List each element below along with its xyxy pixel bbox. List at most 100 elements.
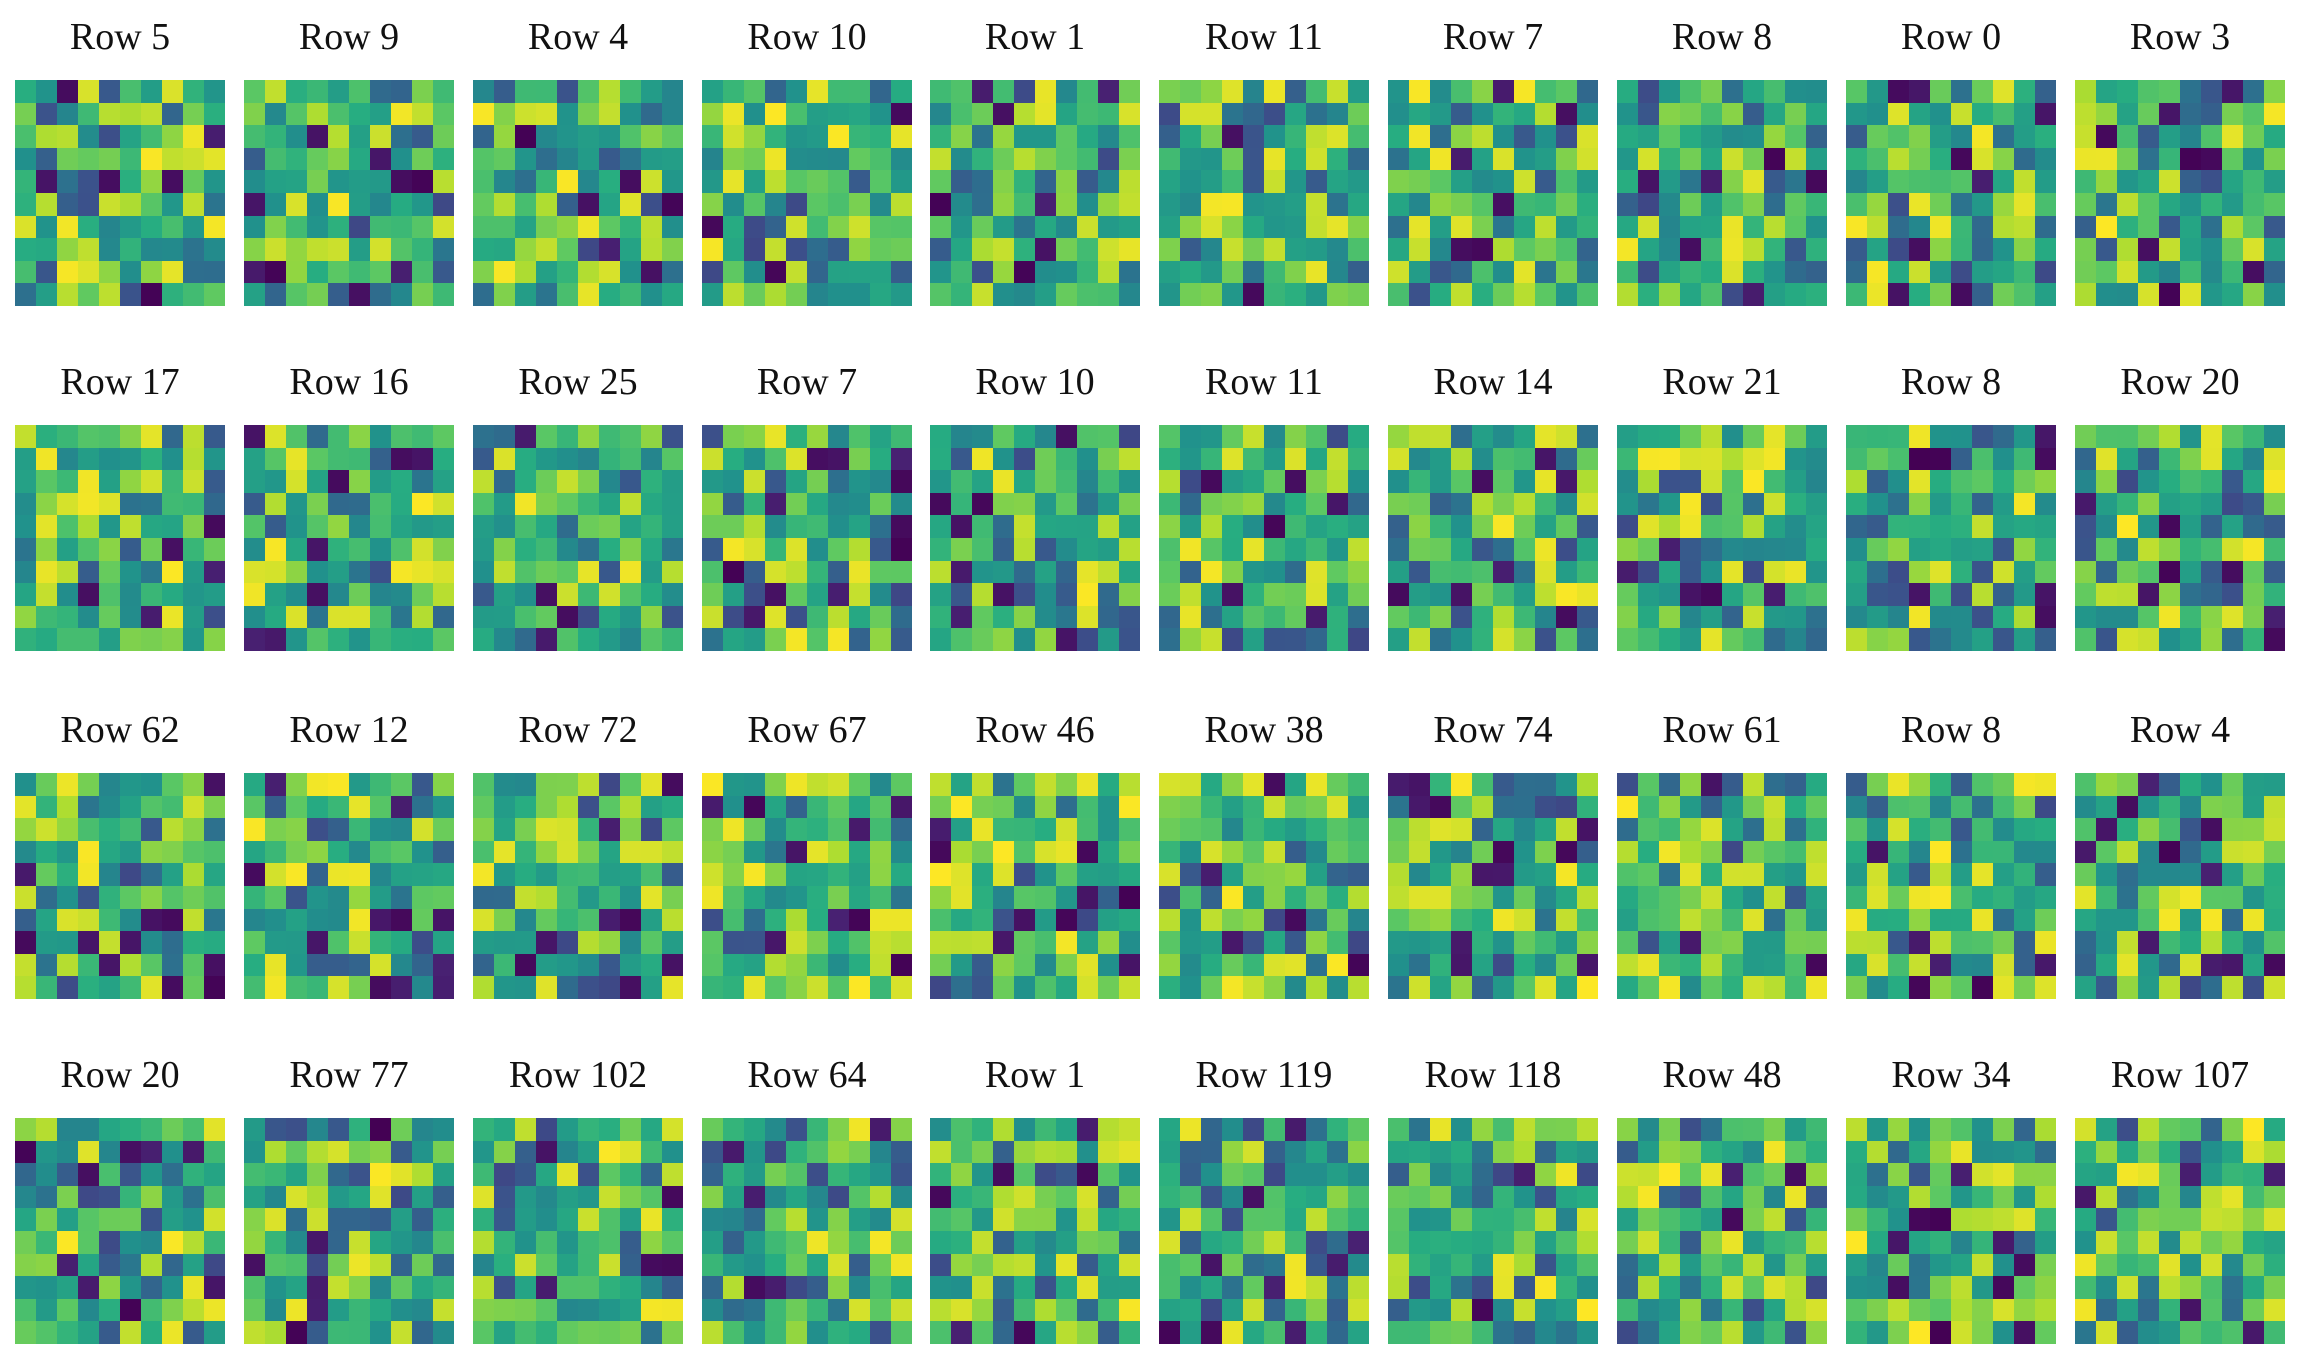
- heatmap-cell: [1972, 818, 1993, 841]
- heatmap-cell: [1451, 886, 1472, 909]
- heatmap-cell: [328, 583, 349, 606]
- heatmap-cell: [2035, 1185, 2056, 1209]
- heatmap-cell: [1285, 425, 1306, 448]
- heatmap-cell: [120, 605, 141, 629]
- heatmap-cell: [1556, 1298, 1577, 1322]
- heatmap-cell: [1243, 1118, 1264, 1141]
- heatmap-cell: [557, 492, 578, 516]
- heatmap-cell: [2201, 447, 2222, 471]
- heatmap-cell: [1014, 953, 1035, 977]
- heatmap-cell: [1306, 863, 1327, 886]
- heatmap-cell: [2035, 515, 2056, 538]
- heatmap-cell: [1743, 886, 1764, 909]
- heatmap-cell: [1722, 908, 1743, 932]
- heatmap-cell: [1119, 260, 1140, 284]
- heatmap-cell: [36, 1276, 57, 1299]
- heatmap-cell: [1867, 447, 1888, 471]
- heatmap-cell: [1785, 102, 1806, 126]
- heatmap-cell: [993, 795, 1014, 819]
- heatmap-cell: [972, 1208, 993, 1231]
- heatmap-cell: [620, 1231, 641, 1254]
- heatmap-cell: [1014, 908, 1035, 932]
- heatmap-cell: [370, 260, 391, 284]
- heatmap-cell: [1348, 953, 1369, 977]
- heatmap-cells: [244, 773, 454, 999]
- heatmap-cell: [972, 80, 993, 103]
- heatmap-cell: [265, 1298, 286, 1322]
- heatmap-cell: [1098, 931, 1119, 954]
- heatmap-cell: [891, 628, 912, 651]
- heatmap-cell: [1577, 560, 1598, 584]
- heatmap-cell: [1264, 628, 1285, 651]
- heatmap-cell: [1514, 795, 1535, 819]
- heatmap-cell: [1014, 1231, 1035, 1254]
- heatmap-cell: [265, 1321, 286, 1344]
- heatmap-cell: [1327, 470, 1348, 493]
- heatmap-cell: [2096, 1231, 2117, 1254]
- heatmap-cell: [1701, 170, 1722, 193]
- heatmap-cell: [1348, 1253, 1369, 1277]
- heatmap-cell: [1846, 147, 1867, 171]
- heatmap-cell: [765, 1118, 786, 1141]
- panel-title: Row 10: [975, 361, 1095, 403]
- heatmap-cell: [36, 1298, 57, 1322]
- heatmap-cell: [1264, 605, 1285, 629]
- heatmap-cell: [2243, 818, 2264, 841]
- heatmap-cell: [2243, 1140, 2264, 1164]
- heatmap-cell: [1514, 976, 1535, 999]
- heatmap-cell: [1993, 840, 2014, 864]
- heatmap-cell: [2264, 976, 2285, 999]
- heatmap-cell: [1951, 193, 1972, 216]
- heatmap-cell: [1680, 886, 1701, 909]
- heatmap-cell: [78, 215, 99, 239]
- heatmap-cell: [1972, 1298, 1993, 1322]
- heatmap-cell: [870, 1140, 891, 1164]
- heatmap-cell: [1077, 538, 1098, 561]
- heatmap-cell: [662, 447, 683, 471]
- heatmap-cell: [786, 170, 807, 193]
- heatmap-cell: [1722, 605, 1743, 629]
- heatmap-cell: [349, 215, 370, 239]
- heatmap-cell: [744, 1298, 765, 1322]
- heatmap-cell: [930, 818, 951, 841]
- heatmap-cell: [723, 560, 744, 584]
- heatmap-cell: [2180, 583, 2201, 606]
- heatmap-cell: [599, 886, 620, 909]
- heatmap-cell: [162, 795, 183, 819]
- heatmap-cell: [578, 102, 599, 126]
- heatmap-cell: [391, 795, 412, 819]
- heatmap-cell: [891, 908, 912, 932]
- heatmap-cell: [765, 260, 786, 284]
- heatmap-cell: [1930, 605, 1951, 629]
- heatmap-cell: [183, 147, 204, 171]
- heatmap-cell: [2014, 583, 2035, 606]
- heatmap-cell: [1909, 447, 1930, 471]
- heatmap-cell: [536, 147, 557, 171]
- heatmap-cell: [1306, 80, 1327, 103]
- heatmap-cell: [536, 605, 557, 629]
- heatmap-cell: [1743, 773, 1764, 796]
- heatmap-cell: [1764, 238, 1785, 261]
- heatmap-cell: [1388, 1276, 1409, 1299]
- heatmap-cell: [1785, 283, 1806, 306]
- heatmap-cell: [1493, 953, 1514, 977]
- heatmap-cell: [807, 560, 828, 584]
- heatmap-cell: [36, 170, 57, 193]
- heatmap-cell: [494, 80, 515, 103]
- heatmap-cell: [2180, 1231, 2201, 1254]
- heatmap-cell: [1056, 102, 1077, 126]
- heatmap-cell: [2096, 80, 2117, 103]
- heatmap-cell: [702, 1140, 723, 1164]
- heatmap-cell: [2222, 515, 2243, 538]
- heatmap-cell: [599, 193, 620, 216]
- heatmap-cell: [2035, 1321, 2056, 1344]
- heatmap-cell: [599, 1163, 620, 1186]
- heatmap-cell: [1285, 1298, 1306, 1322]
- heatmap-cell: [2264, 538, 2285, 561]
- heatmap-cell: [433, 170, 454, 193]
- heatmap-cell: [244, 818, 265, 841]
- heatmap-cell: [1514, 470, 1535, 493]
- heatmap-cell: [265, 605, 286, 629]
- heatmap-cell: [765, 1321, 786, 1344]
- heatmap-cell: [1451, 818, 1472, 841]
